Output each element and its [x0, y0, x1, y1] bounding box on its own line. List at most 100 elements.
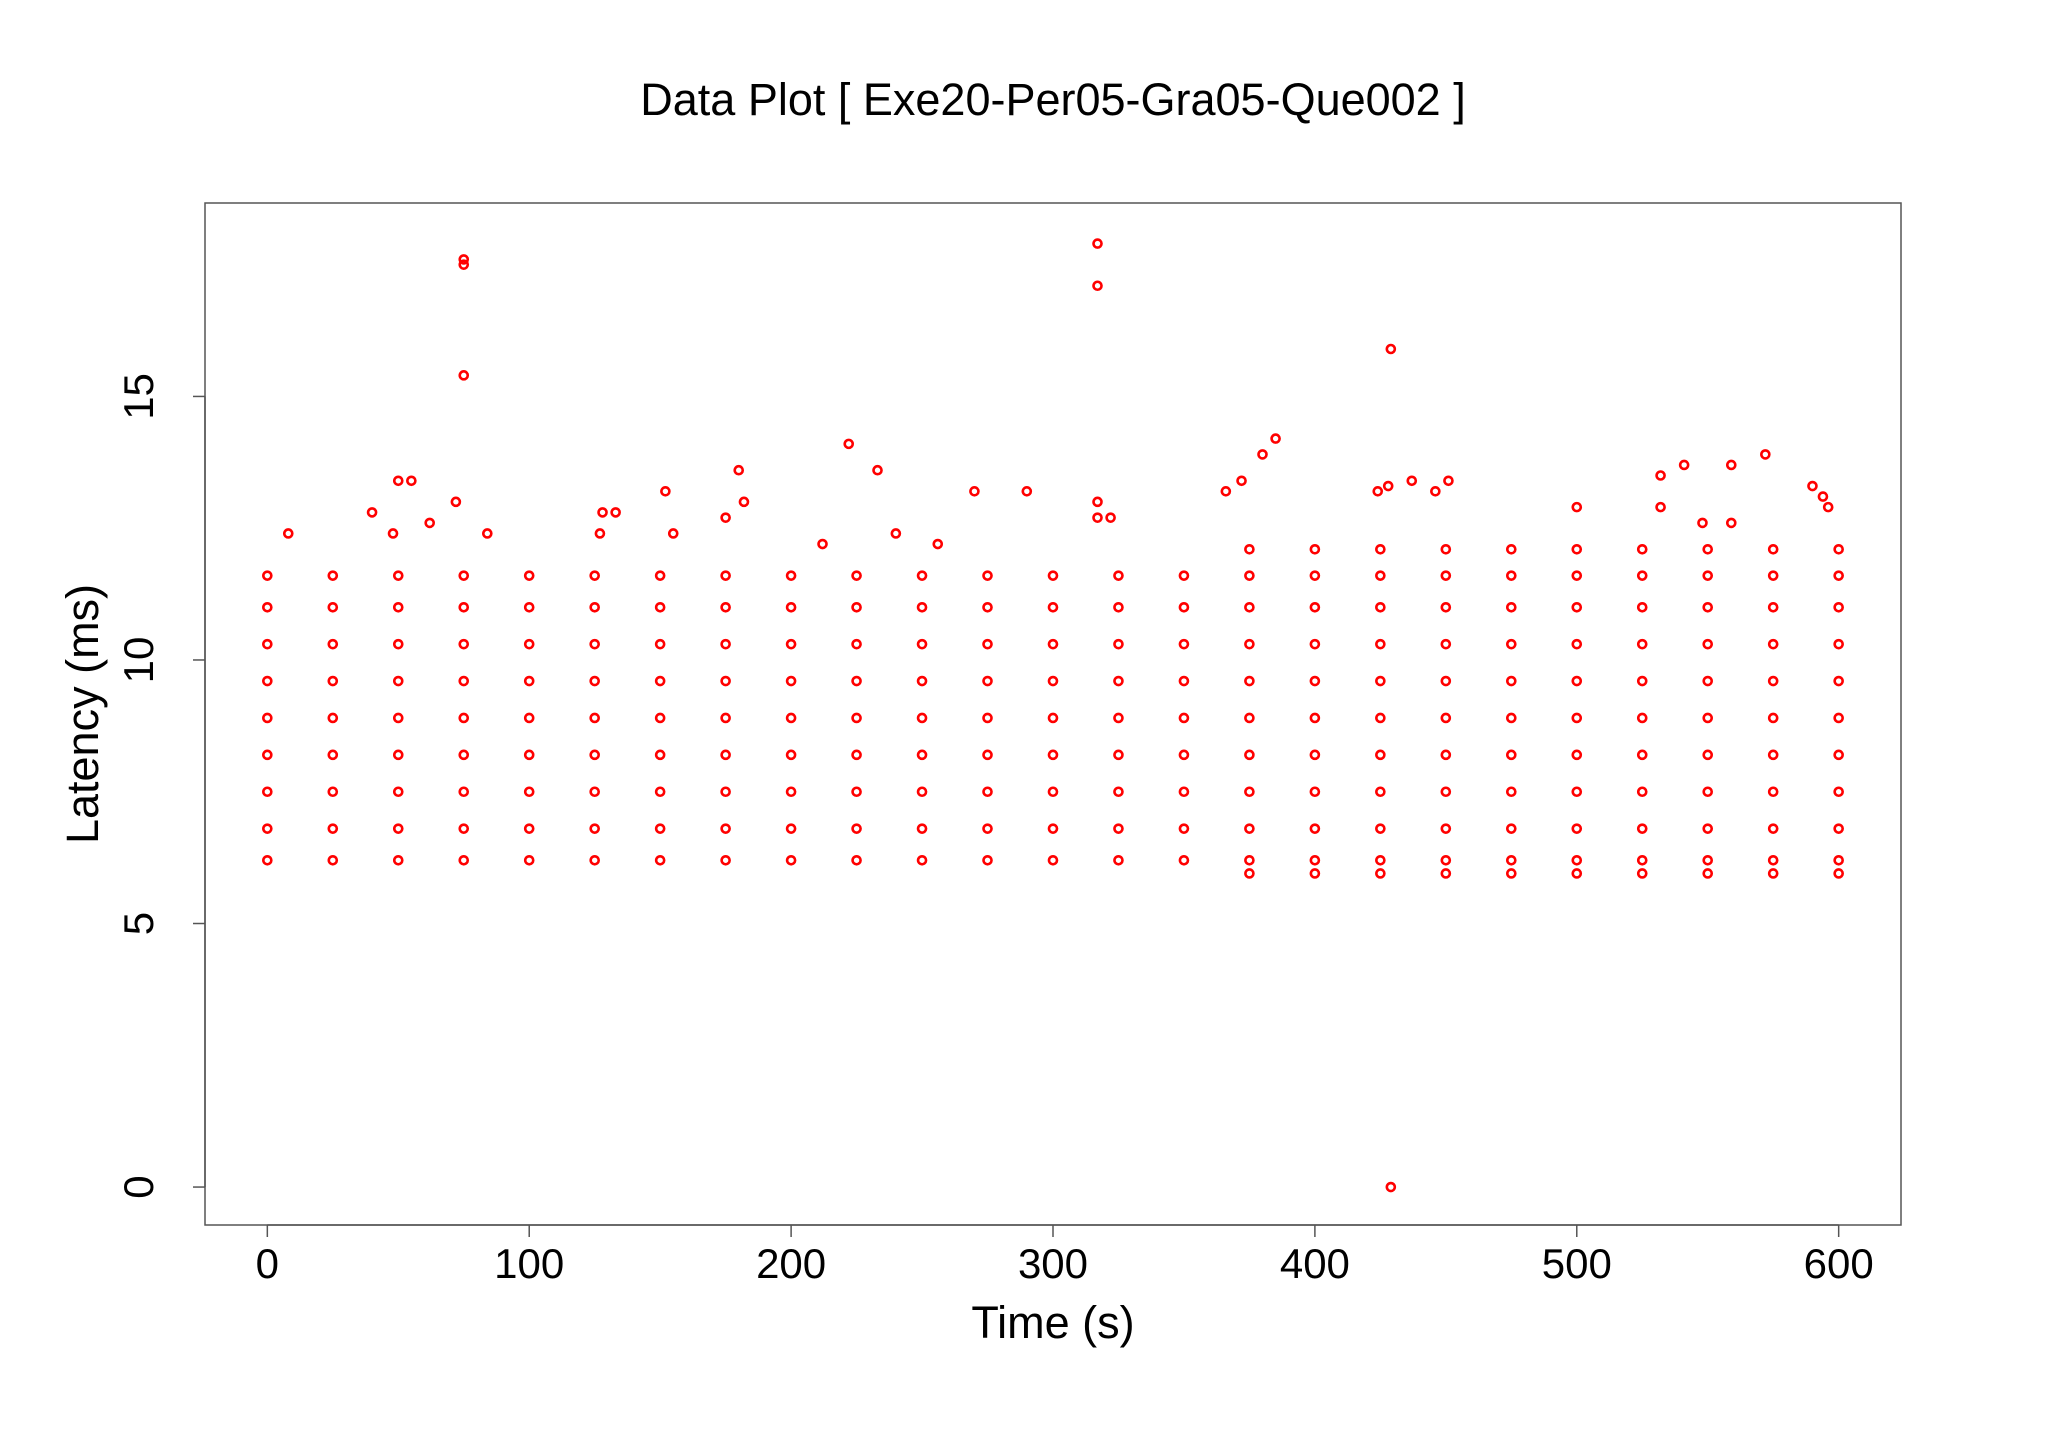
point: [262, 854, 273, 866]
point: [1375, 570, 1386, 581]
point: [262, 823, 273, 834]
point: [1385, 1181, 1397, 1193]
point: [1767, 786, 1779, 798]
point: [1822, 501, 1834, 513]
point: [1309, 601, 1321, 613]
point: [1440, 823, 1452, 834]
point: [1047, 675, 1059, 687]
point: [589, 601, 600, 613]
point: [1440, 543, 1452, 555]
point: [1092, 280, 1103, 292]
point: [1571, 638, 1583, 650]
point: [1636, 868, 1648, 879]
point: [1506, 712, 1517, 724]
point: [458, 749, 470, 761]
point: [843, 438, 855, 450]
point: [720, 749, 731, 761]
point: [1113, 601, 1124, 613]
point: [458, 601, 470, 613]
point: [1178, 638, 1190, 650]
point: [1702, 823, 1714, 834]
point: [1702, 749, 1714, 761]
point: [1178, 786, 1190, 798]
point: [458, 638, 470, 650]
point: [1506, 638, 1517, 650]
point: [1702, 854, 1714, 866]
point: [851, 675, 862, 687]
point: [1571, 543, 1583, 555]
point: [1636, 749, 1648, 761]
point: [1506, 868, 1517, 879]
point: [1178, 570, 1190, 581]
point: [1571, 854, 1583, 866]
point: [720, 786, 731, 798]
point: [387, 528, 399, 539]
point: [1244, 570, 1255, 581]
point: [982, 823, 993, 834]
point: [1506, 823, 1517, 834]
point: [654, 823, 666, 834]
point: [458, 712, 470, 724]
point: [262, 601, 273, 613]
point: [1767, 868, 1779, 879]
point: [482, 528, 493, 539]
point: [738, 496, 750, 508]
point: [1636, 854, 1648, 866]
point: [392, 475, 404, 487]
point: [1375, 868, 1386, 879]
point: [654, 749, 666, 761]
point: [890, 528, 902, 539]
point: [1113, 638, 1124, 650]
point: [1702, 786, 1714, 798]
point: [982, 749, 993, 761]
point: [1571, 601, 1583, 613]
point: [392, 749, 404, 761]
point: [1309, 823, 1321, 834]
point: [523, 570, 535, 581]
point: [1244, 854, 1255, 866]
x-tick-label: 600: [1804, 1240, 1874, 1287]
point: [1113, 749, 1124, 761]
point: [523, 749, 535, 761]
point: [1309, 675, 1321, 687]
point: [1309, 854, 1321, 866]
point: [1178, 601, 1190, 613]
point: [392, 854, 404, 866]
point: [610, 507, 621, 518]
point: [1760, 449, 1771, 460]
point: [1767, 854, 1779, 866]
point: [589, 638, 600, 650]
point: [1571, 570, 1583, 581]
point: [1767, 543, 1779, 555]
point: [1571, 823, 1583, 834]
point: [654, 675, 666, 687]
point: [1767, 675, 1779, 687]
y-axis-title: Latency (ms): [57, 584, 108, 844]
point: [589, 712, 600, 724]
point: [1047, 749, 1059, 761]
point: [458, 254, 470, 265]
point: [1440, 638, 1452, 650]
x-tick-label: 400: [1280, 1240, 1350, 1287]
point: [785, 712, 797, 724]
point: [458, 570, 470, 581]
point: [785, 675, 797, 687]
point: [720, 601, 731, 613]
point: [1047, 854, 1059, 866]
point: [458, 259, 470, 270]
point: [1244, 749, 1255, 761]
point: [916, 786, 928, 798]
point: [1375, 675, 1386, 687]
point: [262, 786, 273, 798]
point: [1767, 712, 1779, 724]
point: [1375, 712, 1386, 724]
point: [589, 570, 600, 581]
point: [1725, 517, 1737, 529]
point: [660, 486, 671, 497]
point: [916, 675, 928, 687]
point: [1309, 570, 1321, 581]
point: [982, 570, 993, 581]
point: [982, 675, 993, 687]
point: [1113, 675, 1124, 687]
point: [1244, 638, 1255, 650]
